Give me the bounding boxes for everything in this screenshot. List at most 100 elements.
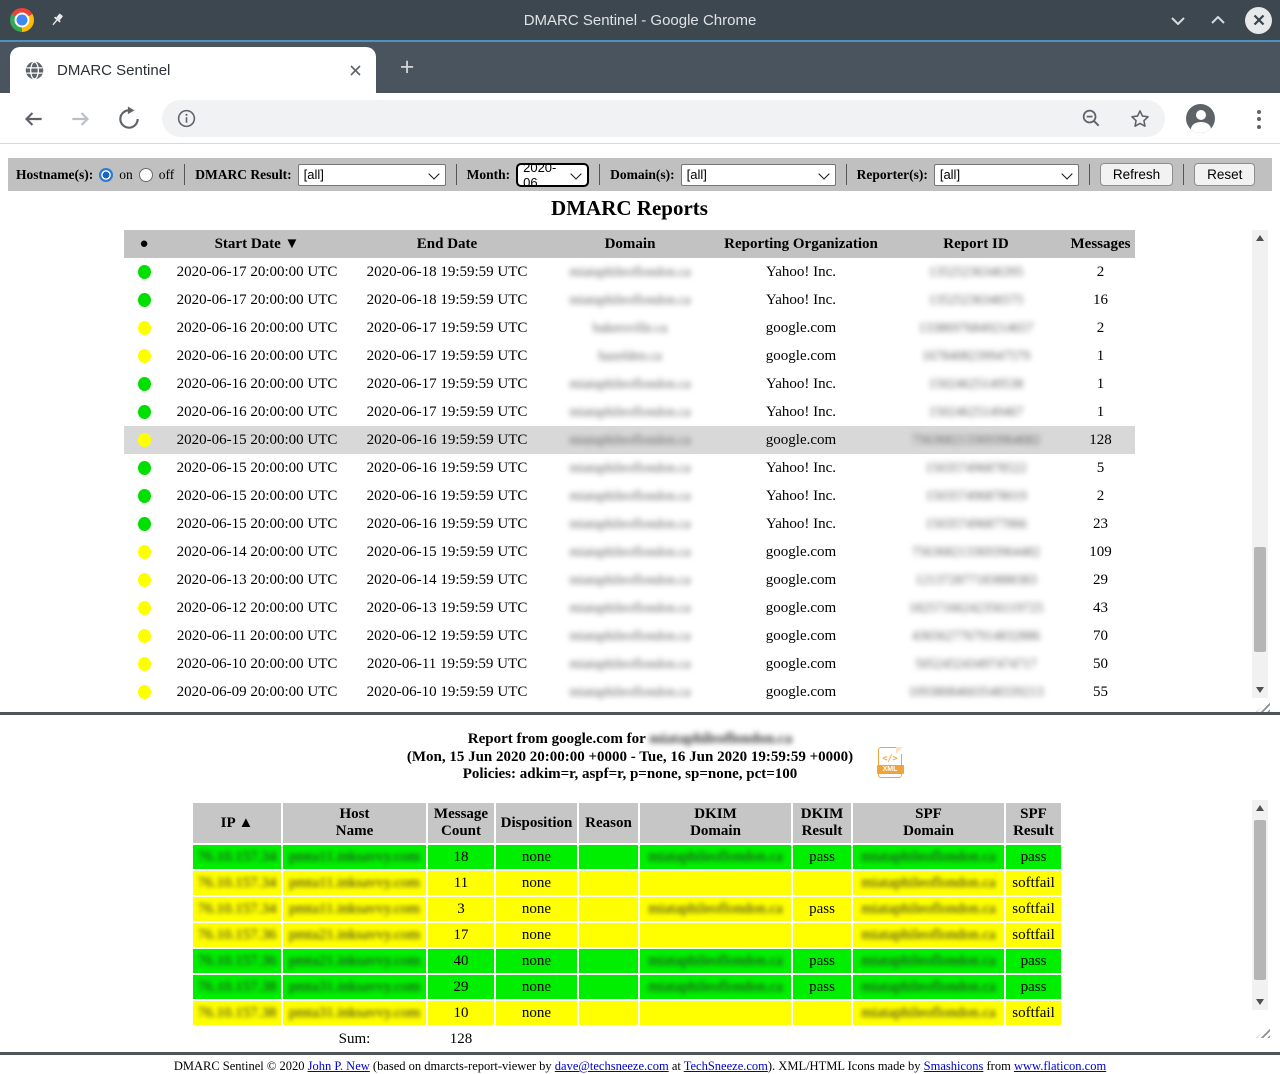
report-row[interactable]: 2020-06-09 20:00:00 UTC 2020-06-10 19:59:… <box>124 678 1135 706</box>
chevron-down-icon <box>427 167 440 180</box>
refresh-button[interactable]: Refresh <box>1099 163 1174 186</box>
chevron-down-icon <box>817 167 830 180</box>
end-date: 2020-06-16 19:59:59 UTC <box>366 487 528 504</box>
detail-col-dkim-domain[interactable]: DKIM Domain <box>640 803 791 843</box>
maximize-button[interactable] <box>1205 7 1231 33</box>
domains-value: [all] <box>686 167 707 182</box>
messages-count: 1 <box>1096 375 1105 392</box>
report-row[interactable]: 2020-06-15 20:00:00 UTC 2020-06-16 19:59:… <box>124 426 1135 454</box>
bookmark-star-icon[interactable] <box>1129 108 1151 130</box>
report-row[interactable]: 2020-06-16 20:00:00 UTC 2020-06-17 19:59:… <box>124 370 1135 398</box>
report-row[interactable]: 2020-06-13 20:00:00 UTC 2020-06-14 19:59:… <box>124 566 1135 594</box>
reports-col-report-id[interactable]: Report ID <box>886 230 1066 258</box>
report-row[interactable]: 2020-06-17 20:00:00 UTC 2020-06-18 19:59:… <box>124 258 1135 286</box>
forward-button[interactable] <box>68 106 94 132</box>
footer-link[interactable]: www.flaticon.com <box>1013 1059 1107 1073</box>
reset-button[interactable]: Reset <box>1194 163 1256 186</box>
messages-count: 23 <box>1093 515 1108 532</box>
end-date: 2020-06-15 19:59:59 UTC <box>366 543 528 560</box>
address-bar[interactable] <box>162 100 1165 137</box>
detail-col-ip[interactable]: IP ▲ <box>193 803 281 843</box>
reports-col-reporting-organization[interactable]: Reporting Organization <box>716 230 886 258</box>
scroll-down-button[interactable] <box>1252 994 1268 1010</box>
tab-close-icon[interactable] <box>349 64 362 77</box>
footer-link[interactable]: TechSneeze.com <box>683 1059 768 1073</box>
report-row[interactable]: 2020-06-15 20:00:00 UTC 2020-06-16 19:59:… <box>124 510 1135 538</box>
xml-file-icon[interactable]: </> XML <box>876 746 904 780</box>
resize-grip[interactable] <box>1256 700 1270 712</box>
spf-domain-redacted: miataphileoflondon.ca <box>861 1004 996 1021</box>
reports-scrollbar[interactable] <box>1252 230 1268 698</box>
report-row[interactable]: 2020-06-14 20:00:00 UTC 2020-06-15 19:59:… <box>124 538 1135 566</box>
reporting-org: Yahoo! Inc. <box>765 487 837 504</box>
back-button[interactable] <box>20 106 46 132</box>
browser-menu-icon[interactable] <box>1246 106 1272 132</box>
reports-col-start-date[interactable]: Start Date ▼ <box>164 230 350 258</box>
detail-col-message-count[interactable]: Message Count <box>428 803 494 843</box>
minimize-button[interactable] <box>1165 7 1191 33</box>
profile-avatar[interactable] <box>1186 104 1215 133</box>
hostname-on-radio[interactable] <box>99 167 114 182</box>
scroll-down-button[interactable] <box>1252 682 1268 698</box>
footer-link[interactable]: dave@techsneeze.com <box>554 1059 669 1073</box>
reporters-value: [all] <box>939 167 961 182</box>
domain-redacted: miataphileoflondon.ca <box>569 291 691 307</box>
report-row[interactable]: 2020-06-16 20:00:00 UTC 2020-06-17 19:59:… <box>124 398 1135 426</box>
scroll-up-button[interactable] <box>1252 800 1268 816</box>
report-row[interactable]: 2020-06-17 20:00:00 UTC 2020-06-18 19:59:… <box>124 286 1135 314</box>
reports-col-end-date[interactable]: End Date <box>350 230 544 258</box>
start-date: 2020-06-16 20:00:00 UTC <box>176 403 338 420</box>
detail-col-disposition[interactable]: Disposition <box>496 803 577 843</box>
tab-dmarc-sentinel[interactable]: DMARC Sentinel <box>10 47 376 93</box>
report-row[interactable]: 2020-06-15 20:00:00 UTC 2020-06-16 19:59:… <box>124 454 1135 482</box>
message-count: 10 <box>428 1001 494 1025</box>
scrollbar-thumb[interactable] <box>1254 547 1266 652</box>
report-row[interactable]: 2020-06-15 20:00:00 UTC 2020-06-16 19:59:… <box>124 482 1135 510</box>
spf-domain-redacted: miataphileoflondon.ca <box>861 978 996 995</box>
detail-col-reason[interactable]: Reason <box>579 803 638 843</box>
reload-button[interactable] <box>116 106 142 132</box>
messages-count: 16 <box>1093 291 1108 308</box>
footer-text-part: at <box>668 1059 684 1073</box>
scrollbar-thumb[interactable] <box>1254 820 1266 980</box>
zoom-out-icon[interactable] <box>1080 107 1103 130</box>
detail-col-spf-result[interactable]: SPF Result <box>1006 803 1061 843</box>
reports-col-domain[interactable]: Domain <box>544 230 716 258</box>
start-date: 2020-06-16 20:00:00 UTC <box>176 375 338 392</box>
reporting-org: google.com <box>765 683 837 700</box>
window-controls <box>1165 0 1272 40</box>
reporting-org: Yahoo! Inc. <box>765 459 837 476</box>
detail-col-spf-domain[interactable]: SPF Domain <box>853 803 1004 843</box>
site-info-icon[interactable] <box>176 108 197 129</box>
detail-row: 76.10.157.36 pmta21.inksavvy.com 40 none mia… <box>193 949 1061 973</box>
dmarc-result-select[interactable]: [all] <box>297 163 446 186</box>
month-select[interactable]: 2020-06 <box>516 160 590 190</box>
reporters-select[interactable]: [all] <box>933 163 1079 186</box>
report-row[interactable]: 2020-06-11 20:00:00 UTC 2020-06-12 19:59:… <box>124 622 1135 650</box>
footer-link[interactable]: Smashicons <box>923 1059 984 1073</box>
hostname-off-radio[interactable] <box>138 167 153 182</box>
footer-link[interactable]: John P. New <box>307 1059 370 1073</box>
report-id-redacted: 15024625149538 <box>928 375 1024 391</box>
hostname-on-label[interactable]: on <box>119 166 133 182</box>
close-window-button[interactable] <box>1245 6 1272 34</box>
sum-row: Sum: 128 <box>193 1027 1061 1044</box>
reports-col-messages[interactable]: Messages <box>1066 230 1135 258</box>
domains-label: Domain(s): <box>610 166 675 182</box>
domains-select[interactable]: [all] <box>680 163 836 186</box>
hostname-off-label[interactable]: off <box>158 166 175 182</box>
report-row[interactable]: 2020-06-10 20:00:00 UTC 2020-06-11 19:59:… <box>124 650 1135 678</box>
xml-badge: XML <box>876 765 904 774</box>
month-label: Month: <box>466 166 511 182</box>
report-row[interactable]: 2020-06-12 20:00:00 UTC 2020-06-13 19:59:… <box>124 594 1135 622</box>
report-row[interactable]: 2020-06-16 20:00:00 UTC 2020-06-17 19:59:… <box>124 314 1135 342</box>
reports-col-status[interactable]: ● <box>124 230 164 258</box>
resize-grip[interactable] <box>1256 1026 1270 1038</box>
end-date: 2020-06-12 19:59:59 UTC <box>366 627 528 644</box>
detail-col-dkim-result[interactable]: DKIM Result <box>793 803 851 843</box>
report-row[interactable]: 2020-06-16 20:00:00 UTC 2020-06-17 19:59:… <box>124 342 1135 370</box>
detail-col-host-name[interactable]: Host Name <box>283 803 426 843</box>
detail-scrollbar[interactable] <box>1252 800 1268 1010</box>
scroll-up-button[interactable] <box>1252 230 1268 246</box>
new-tab-button[interactable]: + <box>399 52 415 81</box>
